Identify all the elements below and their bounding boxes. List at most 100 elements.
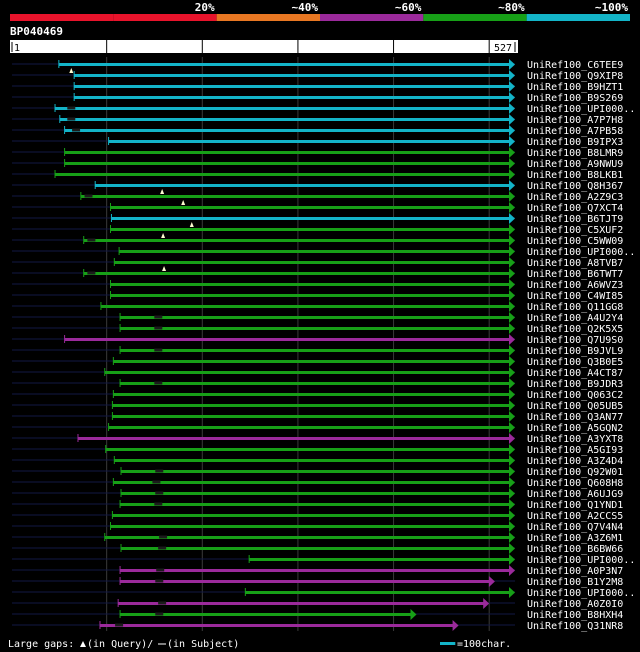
hit-row[interactable]: UniRef100_B6TWT7 [12, 266, 623, 280]
hit-label[interactable]: UniRef100_A3Z6M1 [527, 533, 623, 544]
hit-label[interactable]: UniRef100_A3YXT8 [527, 434, 623, 445]
hit-row[interactable]: UniRef100_A6UJG9 [12, 488, 623, 500]
hit-row[interactable]: UniRef100_B6TJT9 [12, 213, 623, 225]
hit-row[interactable]: UniRef100_A5GQN2 [12, 422, 623, 434]
hit-label[interactable]: UniRef100_Q608H8 [527, 478, 623, 489]
hit-label[interactable]: UniRef100_C5XUF2 [527, 225, 623, 236]
hit-label[interactable]: UniRef100_B9JDR3 [527, 379, 623, 390]
hit-row[interactable]: UniRef100_B9S269 [12, 92, 623, 104]
hit-label[interactable]: UniRef100_Q9XIP8 [527, 71, 623, 82]
hit-row[interactable]: UniRef100_Q1YND1 [12, 499, 623, 511]
hit-label[interactable]: UniRef100_B8LMR9 [527, 148, 623, 159]
hit-row[interactable]: UniRef100_Q608H8 [12, 477, 623, 489]
hit-row[interactable]: UniRef100_B9JVL9 [12, 345, 623, 357]
hit-label[interactable]: UniRef100_A0P3N7 [527, 566, 623, 577]
hit-row[interactable]: UniRef100_B8LMR9 [12, 147, 623, 159]
hit-label[interactable]: UniRef100_Q7U9S0 [527, 335, 623, 346]
hit-label[interactable]: UniRef100_A9NWU9 [527, 159, 623, 170]
hit-label[interactable]: UniRef100_B9IPX3 [527, 137, 623, 148]
hit-row[interactable]: UniRef100_Q8H367 [12, 180, 623, 192]
hit-label[interactable]: UniRef100_C5WW09 [527, 236, 623, 247]
hit-label[interactable]: UniRef100_Q7V4N4 [527, 522, 623, 533]
hit-label[interactable]: UniRef100_UPI000.. [527, 588, 635, 599]
hit-row[interactable]: UniRef100_Q3B0E5 [12, 356, 623, 368]
hit-label[interactable]: UniRef100_B6BW66 [527, 544, 623, 555]
hit-row[interactable]: UniRef100_A3Z4D4 [12, 455, 623, 467]
hit-row[interactable]: UniRef100_A6WVZ3 [12, 279, 623, 291]
hit-label[interactable]: UniRef100_B9HZT1 [527, 82, 623, 93]
hit-label[interactable]: UniRef100_C6TEE9 [527, 60, 623, 71]
hit-row[interactable]: UniRef100_A8TVB7 [12, 257, 623, 269]
hit-row[interactable]: UniRef100_A3Z6M1 [12, 532, 623, 544]
hit-label[interactable]: UniRef100_Q1YND1 [527, 500, 623, 511]
hit-label[interactable]: UniRef100_A2Z9C3 [527, 192, 623, 203]
hit-label[interactable]: UniRef100_Q063C2 [527, 390, 623, 401]
hit-label[interactable]: UniRef100_B1Y2M8 [527, 577, 623, 588]
hit-label[interactable]: UniRef100_B9JVL9 [527, 346, 623, 357]
hit-row[interactable]: UniRef100_B6BW66 [12, 543, 623, 555]
hit-row[interactable]: UniRef100_A4CT87 [12, 367, 623, 379]
hit-label[interactable]: UniRef100_Q31NR8 [527, 621, 623, 632]
hit-row[interactable]: UniRef100_C4WI85 [12, 290, 623, 302]
hit-row[interactable]: UniRef100_A7PB58 [12, 125, 623, 137]
hit-label[interactable]: UniRef100_Q92W01 [527, 467, 623, 478]
hit-row[interactable]: UniRef100_A7P7H8 [12, 114, 623, 126]
hit-row[interactable]: UniRef100_B9HZT1 [12, 81, 623, 93]
hit-row[interactable]: UniRef100_C6TEE9 [12, 59, 623, 71]
hit-label[interactable]: UniRef100_UPI000.. [527, 555, 635, 566]
hit-label[interactable]: UniRef100_B8HXH4 [527, 610, 623, 621]
hit-label[interactable]: UniRef100_B9S269 [527, 93, 623, 104]
hit-row[interactable]: UniRef100_Q063C2 [12, 389, 623, 401]
hit-row[interactable]: UniRef100_B1Y2M8 [12, 576, 623, 588]
hit-row[interactable]: UniRef100_UPI000.. [12, 587, 635, 599]
hit-row[interactable]: UniRef100_UPI000.. [12, 246, 635, 258]
hit-row[interactable]: UniRef100_Q31NR8 [12, 620, 623, 632]
hit-label[interactable]: UniRef100_Q7XCT4 [527, 203, 623, 214]
hit-row[interactable]: UniRef100_Q92W01 [12, 466, 623, 478]
hit-label[interactable]: UniRef100_A7PB58 [527, 126, 623, 137]
hit-label[interactable]: UniRef100_Q05UB5 [527, 401, 623, 412]
hit-label[interactable]: UniRef100_A2CCS5 [527, 511, 623, 522]
hit-label[interactable]: UniRef100_Q2K5X5 [527, 324, 623, 335]
hit-row[interactable]: UniRef100_UPI000.. [12, 103, 635, 115]
hit-row[interactable]: UniRef100_A2Z9C3 [12, 189, 623, 203]
hit-label[interactable]: UniRef100_A0Z0I0 [527, 599, 623, 610]
hit-row[interactable]: UniRef100_Q3AN77 [12, 411, 623, 423]
hit-label[interactable]: UniRef100_B6TWT7 [527, 269, 623, 280]
hit-row[interactable]: UniRef100_A2CCS5 [12, 510, 623, 522]
hit-row[interactable]: UniRef100_Q9XIP8 [12, 68, 623, 82]
hit-row[interactable]: UniRef100_B8HXH4 [12, 609, 623, 621]
hit-row[interactable]: UniRef100_Q05UB5 [12, 400, 623, 412]
hit-label[interactable]: UniRef100_Q8H367 [527, 181, 623, 192]
hit-label[interactable]: UniRef100_B8LKB1 [527, 170, 623, 181]
hit-row[interactable]: UniRef100_B9IPX3 [12, 136, 623, 148]
hit-row[interactable]: UniRef100_Q2K5X5 [12, 323, 623, 335]
hit-label[interactable]: UniRef100_B6TJT9 [527, 214, 623, 225]
hit-label[interactable]: UniRef100_Q3AN77 [527, 412, 623, 423]
hit-label[interactable]: UniRef100_UPI000.. [527, 104, 635, 115]
hit-label[interactable]: UniRef100_Q3B0E5 [527, 357, 623, 368]
hit-label[interactable]: UniRef100_A7P7H8 [527, 115, 623, 126]
hit-label[interactable]: UniRef100_UPI000.. [527, 247, 635, 258]
hit-label[interactable]: UniRef100_A8TVB7 [527, 258, 623, 269]
hit-row[interactable]: UniRef100_A3YXT8 [12, 433, 623, 445]
hit-label[interactable]: UniRef100_A6UJG9 [527, 489, 623, 500]
hit-label[interactable]: UniRef100_C4WI85 [527, 291, 623, 302]
hit-row[interactable]: UniRef100_Q7XCT4 [12, 200, 623, 214]
hit-row[interactable]: UniRef100_Q7U9S0 [12, 334, 623, 346]
hit-label[interactable]: UniRef100_A3Z4D4 [527, 456, 623, 467]
hit-row[interactable]: UniRef100_Q11GG8 [12, 301, 623, 313]
hit-row[interactable]: UniRef100_C5XUF2 [12, 222, 623, 236]
hit-row[interactable]: UniRef100_C5WW09 [12, 233, 623, 247]
hit-row[interactable]: UniRef100_A0P3N7 [12, 565, 623, 577]
hit-label[interactable]: UniRef100_A5GQN2 [527, 423, 623, 434]
hit-row[interactable]: UniRef100_B8LKB1 [12, 169, 623, 181]
hit-row[interactable]: UniRef100_UPI000.. [12, 554, 635, 566]
hit-row[interactable]: UniRef100_B9JDR3 [12, 378, 623, 390]
hit-row[interactable]: UniRef100_A0Z0I0 [12, 598, 623, 610]
hit-row[interactable]: UniRef100_Q7V4N4 [12, 521, 623, 533]
hit-label[interactable]: UniRef100_A4CT87 [527, 368, 623, 379]
hit-row[interactable]: UniRef100_A9NWU9 [12, 158, 623, 170]
hit-row[interactable]: UniRef100_A4U2Y4 [12, 312, 623, 324]
hit-label[interactable]: UniRef100_A5GI93 [527, 445, 623, 456]
